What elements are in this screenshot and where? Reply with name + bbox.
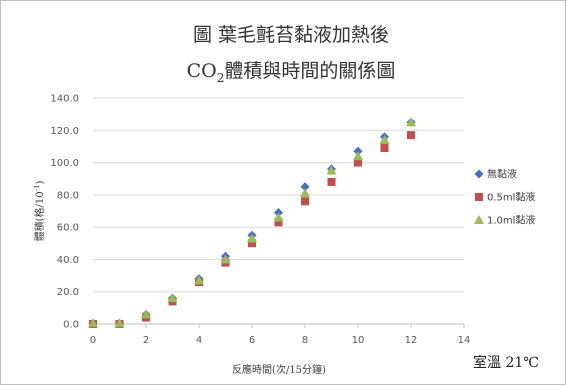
x-tick-label: 6	[249, 335, 255, 346]
data-point-series-1	[300, 182, 310, 192]
y-axis-label-close: )	[35, 181, 46, 185]
data-point-series-3	[88, 318, 98, 328]
legend-label-series-3: 1.0ml黏液	[487, 214, 535, 227]
y-axis-label: 體積(格/10-1)	[33, 181, 46, 242]
y-tick-label: 100.0	[50, 158, 79, 169]
title-subscript-2: 2	[217, 71, 225, 85]
x-tick-label: 0	[90, 335, 96, 346]
chart-title-line2: CO2體積與時間的關係圖	[187, 60, 396, 85]
x-tick-label: 12	[405, 335, 418, 346]
x-tick-labels: 0 2 4 6 8 10 12 14	[90, 335, 471, 346]
data-point-series-3	[379, 134, 390, 144]
data-point-series-2	[248, 239, 256, 248]
y-tick-label: 120.0	[50, 126, 79, 137]
x-tick-label: 2	[143, 335, 149, 346]
data-point-series-3	[114, 318, 125, 328]
y-tick-label: 80.0	[57, 190, 79, 201]
x-tick-label: 4	[196, 335, 202, 346]
title-suffix: 體積與時間的關係圖	[224, 60, 395, 82]
room-temperature-note: 室溫 21℃	[473, 354, 539, 371]
legend-label-series-2: 0.5ml黏液	[487, 191, 535, 204]
y-tick-labels: 0.0 20.0 40.0 60.0 80.0 100.0 120.0 140.0	[50, 94, 79, 331]
y-axis-label-text: 體積(格/10	[33, 191, 46, 241]
y-axis-label-sup: -1	[33, 185, 41, 192]
legend-marker-series-1	[474, 169, 484, 179]
x-axis-label: 反應時間(次/15分鐘)	[232, 363, 326, 376]
gridlines	[93, 97, 464, 325]
y-tick-label: 20.0	[57, 287, 79, 298]
data-point-series-3	[406, 117, 416, 127]
data-point-series-2	[327, 177, 336, 186]
data-point-series-3	[167, 293, 178, 303]
data-point-series-3	[194, 275, 204, 285]
axes	[92, 323, 465, 328]
legend-marker-series-3	[474, 215, 484, 224]
data-point-series-2	[301, 197, 309, 206]
y-tick-label: 60.0	[57, 223, 79, 234]
x-tick-label: 8	[302, 335, 308, 346]
data-point-series-3	[300, 188, 310, 198]
data-point-series-2	[354, 158, 362, 167]
x-tick-label: 14	[458, 335, 471, 346]
y-tick-label: 0.0	[63, 320, 79, 331]
title-co: CO	[187, 60, 217, 82]
data-point-series-3	[220, 254, 231, 264]
legend: 無黏液 0.5ml黏液 1.0ml黏液	[474, 168, 535, 227]
legend-label-series-1: 無黏液	[487, 168, 517, 181]
data-point-series-3	[326, 165, 337, 175]
data-point-series-3	[141, 309, 151, 319]
data-point-series-2	[407, 131, 415, 140]
data-point-series-2	[274, 218, 283, 227]
data-point-series-2	[380, 144, 389, 153]
data-point-series-3	[353, 151, 363, 161]
legend-marker-series-2	[475, 193, 483, 201]
data-point-series-3	[273, 212, 284, 222]
y-tick-label: 40.0	[57, 255, 79, 266]
chart-title-line1: 圖 葉毛氈苔黏液加熱後	[193, 24, 389, 46]
y-tick-label: 140.0	[50, 94, 79, 105]
data-point-series-3	[247, 233, 257, 243]
data-points	[88, 117, 416, 328]
x-tick-label: 10	[352, 335, 365, 346]
